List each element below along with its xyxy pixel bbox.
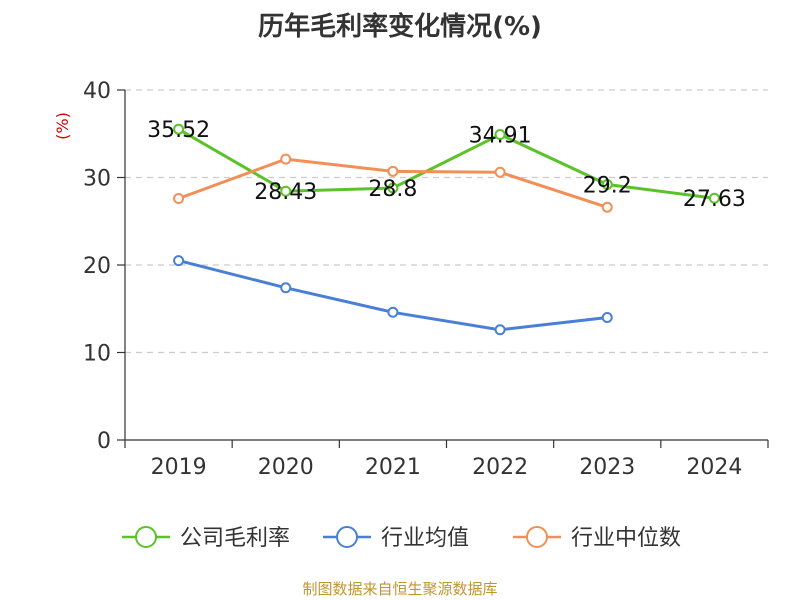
axes: 0 10 20 30 40 2019 2020 2021 2022 2023 2024: [83, 79, 769, 480]
data-label: 34.91: [469, 124, 532, 149]
series-line-0: [177, 127, 715, 200]
legend-item-1[interactable]: 行业均值: [323, 526, 469, 551]
y-tick-label: 30: [83, 167, 111, 192]
legend-item-0[interactable]: 公司毛利率: [122, 526, 290, 551]
x-tick-label: 2019: [151, 455, 207, 480]
legend-label: 公司毛利率: [180, 526, 290, 551]
data-point: [387, 306, 399, 318]
data-label: 29.2: [583, 174, 632, 199]
data-point: [708, 192, 720, 204]
data-point: [494, 324, 506, 336]
data-point: [387, 182, 399, 194]
x-tick-label: 2022: [472, 455, 528, 480]
data-point: [173, 123, 185, 135]
y-axis-unit-label: (%): [53, 112, 72, 140]
data-point: [494, 129, 506, 141]
series-lines: [173, 123, 720, 336]
data-label: 35.52: [147, 118, 210, 143]
data-point: [280, 185, 292, 197]
legend-label: 行业均值: [381, 526, 469, 551]
data-point: [173, 255, 185, 267]
y-tick-label: 40: [83, 79, 111, 104]
legend[interactable]: 公司毛利率 行业均值 行业中位数: [122, 526, 681, 551]
legend-marker: [135, 526, 157, 548]
x-tick-label: 2024: [686, 455, 742, 480]
data-labels: 35.52 28.43 28.8 34.91 29.2 27.63: [147, 118, 746, 212]
legend-marker: [526, 526, 548, 548]
data-point: [601, 201, 613, 213]
data-point: [280, 153, 292, 165]
source-footer: 制图数据来自恒生聚源数据库: [302, 580, 498, 598]
legend-marker: [336, 526, 358, 548]
chart-title: 历年毛利率变化情况(%): [258, 12, 542, 42]
x-tick-label: 2021: [365, 455, 421, 480]
gridlines: [125, 89, 768, 354]
data-point: [601, 179, 613, 190]
data-point: [173, 193, 185, 204]
x-tick-label: 2023: [579, 455, 635, 480]
data-label: 28.8: [368, 177, 417, 202]
x-tick-label: 2020: [258, 455, 314, 480]
data-label: 27.63: [683, 187, 746, 212]
y-tick-label: 0: [97, 429, 111, 454]
data-point: [387, 165, 399, 177]
data-point: [494, 166, 506, 178]
legend-label: 行业中位数: [571, 526, 681, 551]
y-tick-label: 10: [83, 342, 111, 367]
y-tick-label: 20: [83, 254, 111, 279]
series-line-1: [178, 259, 608, 332]
legend-item-2[interactable]: 行业中位数: [513, 526, 681, 551]
data-point: [280, 282, 292, 294]
data-label: 28.43: [254, 180, 317, 205]
data-point: [601, 312, 613, 323]
